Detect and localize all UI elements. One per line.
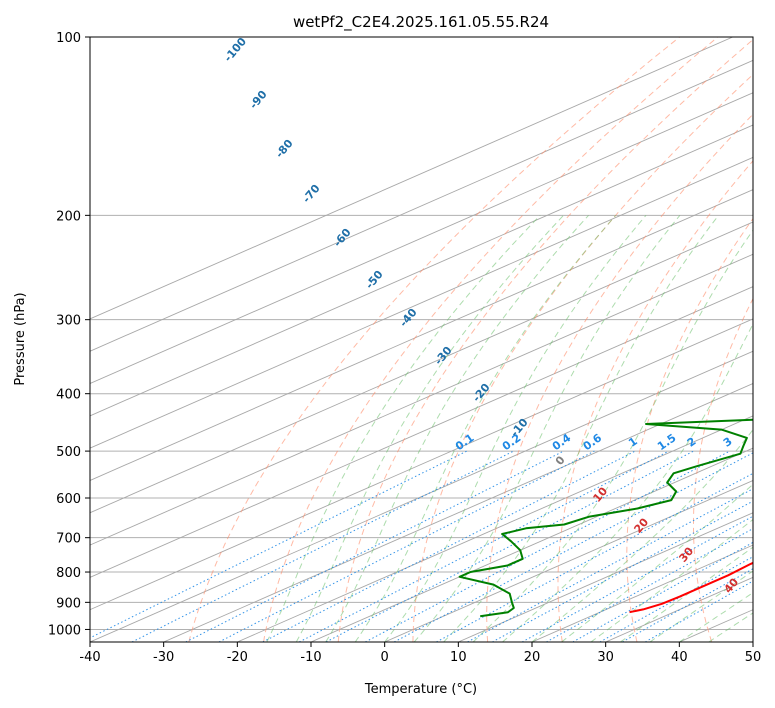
y-tick-label: 200 (56, 209, 81, 224)
y-tick-label: 1000 (48, 623, 81, 638)
moist-adiabat (472, 229, 753, 642)
isotherm-gridline (90, 318, 753, 611)
mixing-ratio-line (521, 515, 753, 642)
mixing-ratio-line (467, 488, 753, 642)
x-tick-label: -30 (153, 650, 174, 665)
isotherm-gridline (90, 59, 753, 352)
isotherm-gridline (384, 479, 753, 642)
mixing-ratio-line (218, 450, 595, 642)
dry-adiabat (486, 113, 753, 642)
isotherm-gridline (90, 156, 753, 449)
temperature-profile (629, 561, 753, 614)
moist-adiabat (649, 570, 753, 642)
x-tick-label: 20 (524, 650, 541, 665)
moist-adiabat (443, 214, 719, 642)
x-tick-label: -20 (227, 650, 248, 665)
y-tick-label: 700 (56, 532, 81, 547)
x-tick-label: 50 (745, 650, 762, 665)
moist-adiabat (354, 214, 617, 642)
moist-adiabat (384, 214, 647, 642)
dry-adiabat (626, 217, 753, 642)
mixing-ratio-line (185, 450, 564, 642)
mixing-ratio-line (492, 500, 753, 642)
mixing-ratio-line (546, 528, 753, 642)
x-tick-label: 40 (671, 650, 688, 665)
isotherm-gridline (90, 124, 753, 417)
chart-title: wetPf2_C2E4.2025.161.05.55.R24 (293, 13, 549, 32)
isotherm-gridline (90, 189, 753, 481)
dry-adiabat (337, 38, 753, 642)
y-tick-label: 100 (56, 31, 81, 46)
grid-layer (90, 37, 775, 642)
mixing-ratio-line (572, 541, 753, 642)
series-layer (458, 418, 753, 618)
y-tick-label: 600 (56, 492, 81, 507)
isotherm-gridline (163, 383, 753, 642)
isotherm-gridline (90, 286, 753, 578)
y-tick-label: 900 (56, 596, 81, 611)
dewpoint-profile (458, 418, 753, 618)
y-tick-label: 400 (56, 388, 81, 403)
isotherm-gridline (90, 350, 753, 642)
moist-adiabat (295, 214, 564, 642)
isotherm-gridline (90, 253, 753, 546)
dry-adiabat (263, 37, 719, 642)
x-tick-label: -40 (79, 650, 100, 665)
dry-adiabat (758, 37, 775, 642)
mixing-ratio-line (131, 450, 514, 642)
mixing-ratio-line (325, 450, 694, 642)
x-tick-label: 0 (381, 650, 389, 665)
x-axis-label: Temperature (°C) (364, 682, 477, 697)
isotherm-gridline (90, 37, 733, 320)
moist-adiabat (590, 518, 753, 642)
moist-adiabat (620, 546, 753, 642)
mixing-ratio-line (599, 556, 753, 642)
moist-adiabat (266, 214, 541, 642)
isotherm-gridline (90, 221, 753, 514)
isotherm-gridline (237, 415, 753, 642)
moist-adiabat (325, 214, 589, 642)
mixing-ratio-line (90, 450, 468, 639)
isotherm-gridline (90, 92, 753, 385)
dry-adiabat (557, 160, 753, 642)
moist-adiabat (413, 214, 681, 642)
y-tick-label: 500 (56, 445, 81, 460)
y-axis-label: Pressure (hPa) (13, 292, 28, 385)
mixing-ratio-line (298, 450, 670, 642)
plot-background (90, 37, 753, 642)
x-tick-label: 10 (450, 650, 467, 665)
dry-adiabat (412, 73, 753, 642)
moist-adiabat (531, 428, 753, 642)
dry-adiabat (693, 297, 753, 642)
x-tick-label: -10 (300, 650, 321, 665)
dry-adiabat (188, 37, 680, 642)
tick-layer: -40 -30 -20 -10 0 10 20 30 40 50 100 200 300 400 500 60… (48, 31, 761, 665)
isotherm-gridline (752, 641, 753, 642)
isotherm-gridline (310, 447, 753, 642)
moist-adiabat (561, 483, 753, 642)
y-tick-label: 800 (56, 566, 81, 581)
x-tick-label: 30 (597, 650, 614, 665)
plot-frame (89, 36, 754, 643)
y-tick-label: 300 (56, 314, 81, 329)
